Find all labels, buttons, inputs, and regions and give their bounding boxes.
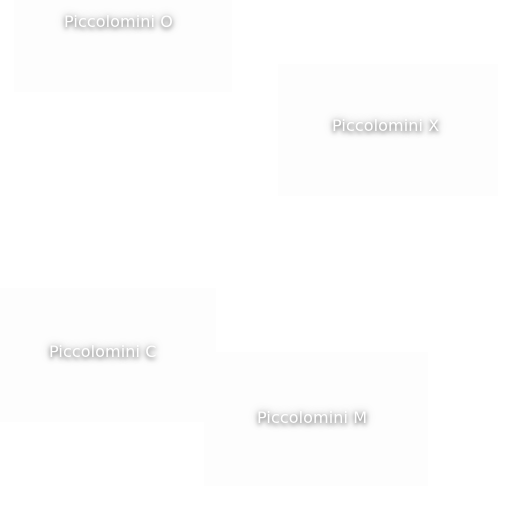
tile-label: Piccolomini C (49, 342, 157, 361)
tile-label: Piccolomini X (332, 116, 440, 135)
tile-piccolomini-x[interactable]: Piccolomini X (278, 64, 498, 196)
tile-piccolomini-o[interactable]: Piccolomini O (14, 0, 232, 92)
tile-piccolomini-m[interactable]: Piccolomini M (204, 352, 428, 486)
tile-piccolomini-c[interactable]: Piccolomini C (0, 288, 216, 422)
tile-label: Piccolomini M (257, 408, 368, 427)
tile-label: Piccolomini O (64, 12, 173, 31)
